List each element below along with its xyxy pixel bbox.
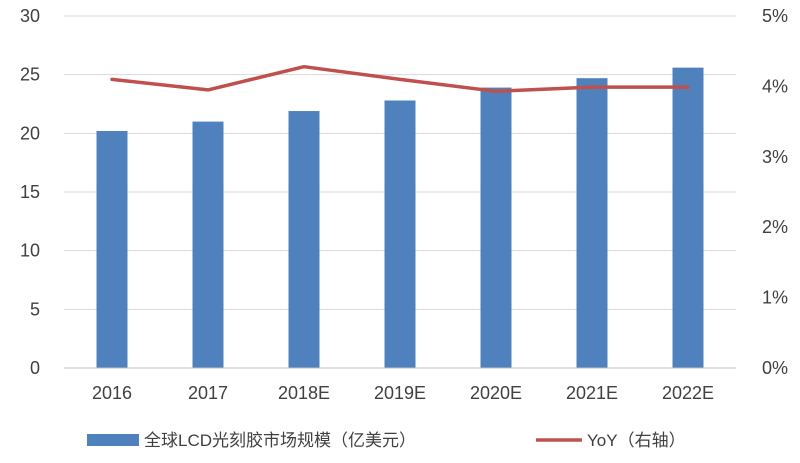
y-left-tick-label: 10 bbox=[20, 241, 40, 261]
right-axis: 0% 1% 2% 3% 4% 5% bbox=[762, 6, 788, 378]
bar-2016 bbox=[96, 130, 128, 368]
x-tick-label: 2021E bbox=[566, 383, 618, 403]
legend: 全球LCD光刻胶市场规模（亿美元） YoY（右轴） bbox=[87, 431, 686, 450]
x-tick-label: 2018E bbox=[278, 383, 330, 403]
yoy-point-2022E bbox=[686, 85, 690, 89]
y-left-tick-label: 5 bbox=[30, 299, 40, 319]
bar-series bbox=[96, 67, 704, 369]
yoy-point-2017 bbox=[206, 88, 210, 92]
x-tick-label: 2022E bbox=[662, 383, 714, 403]
legend-label-line: YoY（右轴） bbox=[587, 431, 686, 450]
line-series bbox=[110, 64, 690, 94]
y-right-tick-label: 1% bbox=[762, 288, 788, 308]
legend-swatch-bar bbox=[87, 434, 139, 446]
bar-2019E bbox=[384, 100, 416, 368]
y-left-tick-label: 25 bbox=[20, 65, 40, 85]
x-tick-label: 2016 bbox=[92, 383, 132, 403]
yoy-point-2016 bbox=[110, 77, 114, 81]
y-left-tick-label: 20 bbox=[20, 123, 40, 143]
bar-2022E bbox=[672, 67, 704, 369]
y-right-tick-label: 2% bbox=[762, 217, 788, 237]
legend-label-bar: 全球LCD光刻胶市场规模（亿美元） bbox=[144, 431, 416, 450]
bar-2017 bbox=[192, 121, 224, 368]
y-right-tick-label: 4% bbox=[762, 76, 788, 96]
yoy-point-2018E bbox=[302, 65, 306, 69]
y-left-tick-label: 30 bbox=[20, 6, 40, 26]
x-tick-label: 2019E bbox=[374, 383, 426, 403]
x-tick-label: 2020E bbox=[470, 383, 522, 403]
x-axis: 2016 2017 2018E 2019E 2020E 2021E 2022E bbox=[64, 367, 736, 403]
y-left-tick-label: 0 bbox=[30, 358, 40, 378]
bar-2020E bbox=[480, 87, 512, 368]
yoy-point-2021E bbox=[590, 85, 594, 89]
y-left-tick-label: 15 bbox=[20, 182, 40, 202]
y-right-tick-label: 0% bbox=[762, 358, 788, 378]
yoy-point-2019E bbox=[398, 77, 402, 81]
bar-2018E bbox=[288, 111, 320, 368]
x-tick-label: 2017 bbox=[188, 383, 228, 403]
y-right-tick-label: 3% bbox=[762, 147, 788, 167]
left-axis: 0 5 10 15 20 25 30 bbox=[20, 6, 40, 378]
yoy-point-2020E bbox=[494, 89, 498, 93]
y-right-tick-label: 5% bbox=[762, 6, 788, 26]
bar-2021E bbox=[576, 78, 608, 368]
